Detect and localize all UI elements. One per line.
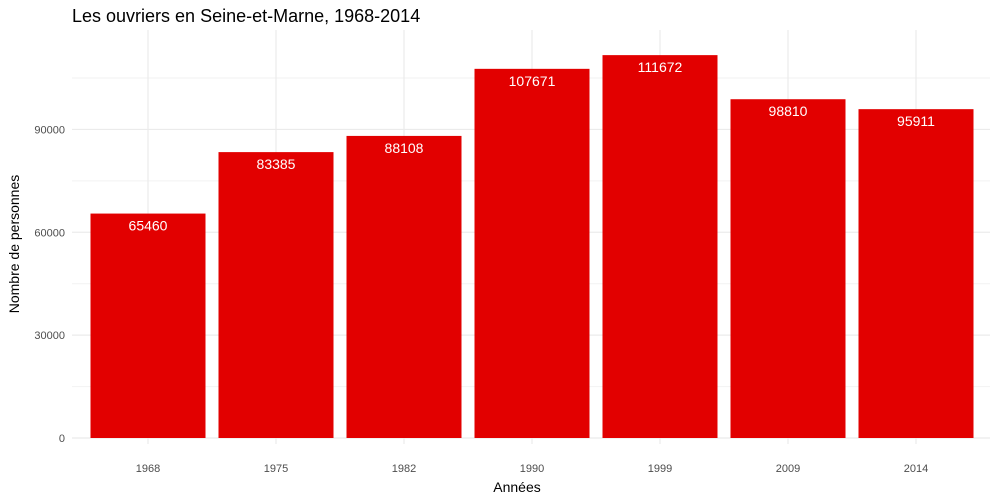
x-tick-label: 1999 [648,463,672,475]
bar-1968 [90,213,206,438]
y-tick-label: 0 [59,433,65,445]
x-tick-label: 1990 [520,463,544,475]
x-tick-label: 1982 [392,463,416,475]
x-tick-label: 2009 [776,463,800,475]
y-tick-label: 60000 [34,227,65,239]
bar-1999 [602,55,718,438]
x-axis-tick-labels: 1968 1975 1982 1990 1999 2009 2014 [136,463,928,475]
bar-value-label: 88108 [385,140,424,156]
bar-value-label: 111672 [638,59,683,75]
bar-value-label: 83385 [257,156,296,172]
x-tick-label: 1968 [136,463,160,475]
bar-value-label: 95911 [897,113,935,129]
bar-1990 [474,68,590,438]
bar-value-label: 107671 [509,73,556,89]
y-axis-title: Nombre de personnes [6,175,22,314]
x-tick-label: 2014 [904,463,928,475]
y-tick-label: 30000 [34,330,65,342]
bar-value-label: 65460 [129,218,168,234]
bar-value-labels: 65460 83385 88108 107671 111672 98810 95911 [129,59,936,233]
bar-value-label: 98810 [769,103,808,119]
bar-1975 [218,152,334,438]
x-tick-label: 1975 [264,463,288,475]
bar-2009 [730,99,846,439]
bar-2014 [858,109,974,438]
y-axis-tick-labels: 0 30000 60000 90000 [34,124,65,445]
bars [90,55,974,439]
x-axis-title: Années [493,479,540,495]
bar-1982 [346,135,462,438]
chart-title: Les ouvriers en Seine-et-Marne, 1968-201… [72,6,420,26]
y-tick-label: 90000 [34,124,65,136]
